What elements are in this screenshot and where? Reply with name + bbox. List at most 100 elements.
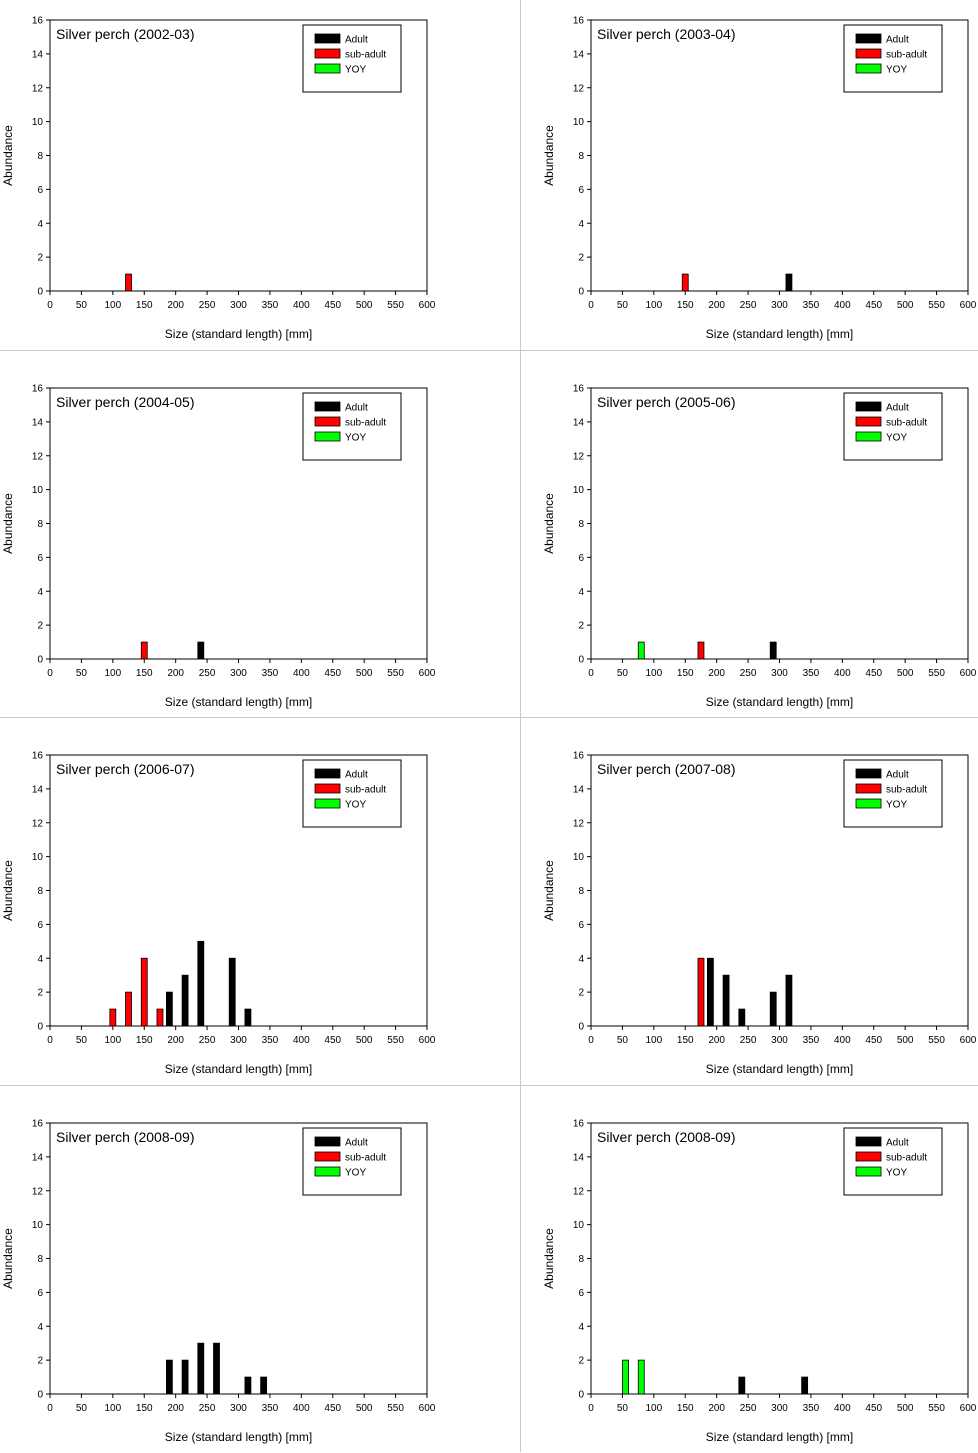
y-tick-label: 16 — [573, 1119, 585, 1130]
y-tick-label: 10 — [573, 485, 585, 496]
legend-label: Adult — [886, 403, 909, 414]
x-tick-label: 600 — [419, 300, 436, 311]
legend-swatch — [855, 48, 882, 59]
x-axis-title: Size (standard length) [mm] — [706, 1430, 853, 1444]
bar-sub-adult — [697, 957, 705, 1027]
x-tick-label: 350 — [803, 668, 820, 679]
x-tick-label: 450 — [865, 1403, 882, 1414]
y-tick-label: 6 — [37, 920, 43, 931]
y-tick-label: 16 — [32, 384, 44, 395]
bar-sub-adult — [109, 1008, 117, 1027]
y-tick-label: 6 — [37, 185, 43, 196]
y-tick-label: 6 — [578, 185, 584, 196]
legend-swatch — [314, 768, 341, 779]
bar-yoy — [637, 1359, 645, 1395]
x-tick-label: 150 — [677, 1403, 694, 1414]
x-tick-label: 350 — [262, 668, 279, 679]
x-tick-label: 500 — [356, 668, 373, 679]
y-tick-label: 8 — [37, 151, 43, 162]
legend-label: YOY — [345, 65, 366, 76]
y-tick-label: 8 — [578, 1254, 584, 1265]
legend-label: sub-adult — [345, 785, 386, 796]
y-tick-label: 14 — [573, 417, 585, 428]
bar-adult — [244, 1008, 252, 1027]
chart-svg: 0 2 4 6 8 10 12 14 16 0 50 100 150 200 250 300 350 400 450… — [1, 16, 436, 342]
y-tick-label: 2 — [37, 988, 43, 999]
legend-label: sub-adult — [345, 418, 386, 429]
y-axis-title: Abundance — [542, 493, 556, 554]
x-tick-label: 50 — [76, 1403, 88, 1414]
x-tick-label: 0 — [588, 1403, 594, 1414]
bar-adult — [197, 940, 205, 1027]
x-tick-label: 0 — [47, 300, 53, 311]
legend-swatch — [314, 798, 341, 809]
legend-label: sub-adult — [886, 50, 927, 61]
x-tick-label: 600 — [960, 300, 977, 311]
x-tick-label: 250 — [199, 1403, 216, 1414]
x-tick-label: 200 — [167, 1403, 184, 1414]
chart-title: Silver perch (2006-07) — [56, 761, 195, 777]
x-tick-label: 50 — [76, 668, 88, 679]
bar-adult — [213, 1342, 220, 1395]
chart-panel: 0 2 4 6 8 10 12 14 16 0 50 100 150 200 250 300 350 400 450… — [541, 0, 978, 350]
chart-svg: 0 2 4 6 8 10 12 14 16 0 50 100 150 200 250 300 350 400 450… — [542, 16, 977, 342]
y-tick-label: 0 — [37, 1390, 43, 1401]
x-tick-label: 550 — [387, 668, 404, 679]
y-tick-label: 6 — [578, 1288, 584, 1299]
x-tick-label: 450 — [324, 668, 341, 679]
legend-label: Adult — [345, 770, 368, 781]
legend-swatch — [314, 1166, 341, 1177]
y-tick-label: 16 — [32, 16, 44, 27]
y-tick-label: 12 — [573, 83, 585, 94]
legend-label: YOY — [886, 65, 907, 76]
chart-panel: 0 2 4 6 8 10 12 14 16 0 50 100 150 200 250 300 350 400 450… — [0, 368, 437, 718]
y-tick-label: 0 — [578, 287, 584, 298]
y-tick-label: 10 — [573, 852, 585, 863]
x-tick-label: 300 — [230, 1035, 247, 1046]
column-divider — [520, 0, 521, 1452]
row-divider — [0, 1085, 978, 1086]
y-tick-label: 8 — [578, 151, 584, 162]
chart-title: Silver perch (2004-05) — [56, 394, 195, 410]
legend-label: YOY — [886, 1168, 907, 1179]
x-tick-label: 150 — [136, 1035, 153, 1046]
chart-panel: 0 2 4 6 8 10 12 14 16 0 50 100 150 200 250 300 350 400 450… — [0, 0, 437, 350]
x-tick-label: 500 — [897, 1403, 914, 1414]
x-tick-label: 450 — [865, 300, 882, 311]
legend-swatch — [855, 783, 882, 794]
x-tick-label: 600 — [419, 668, 436, 679]
legend-label: sub-adult — [886, 418, 927, 429]
legend-swatch — [314, 1151, 341, 1162]
bar-sub-adult — [697, 641, 705, 660]
x-tick-label: 0 — [47, 1403, 53, 1414]
x-tick-label: 200 — [708, 1403, 725, 1414]
x-tick-label: 500 — [356, 1403, 373, 1414]
legend-label: Adult — [886, 770, 909, 781]
bar-adult — [165, 1359, 173, 1395]
legend-swatch — [314, 48, 341, 59]
x-tick-label: 50 — [617, 1403, 629, 1414]
chart-title: Silver perch (2007-08) — [597, 761, 736, 777]
bar-adult — [165, 991, 173, 1027]
x-tick-label: 400 — [834, 300, 851, 311]
y-axis-title: Abundance — [542, 860, 556, 921]
bar-adult — [801, 1376, 809, 1395]
x-tick-label: 550 — [928, 1403, 945, 1414]
y-tick-label: 0 — [37, 1022, 43, 1033]
y-tick-label: 16 — [573, 16, 585, 27]
x-tick-label: 100 — [645, 300, 662, 311]
x-tick-label: 150 — [136, 668, 153, 679]
x-tick-label: 350 — [803, 300, 820, 311]
x-tick-label: 150 — [677, 668, 694, 679]
x-tick-label: 250 — [199, 300, 216, 311]
x-tick-label: 550 — [928, 300, 945, 311]
legend-swatch — [314, 1136, 341, 1147]
legend-swatch — [314, 416, 341, 427]
bar-sub-adult — [125, 991, 132, 1027]
x-tick-label: 550 — [928, 668, 945, 679]
legend-swatch — [855, 416, 882, 427]
x-tick-label: 250 — [740, 668, 757, 679]
legend-swatch — [314, 63, 341, 74]
x-tick-label: 300 — [771, 300, 788, 311]
x-tick-label: 50 — [617, 300, 629, 311]
